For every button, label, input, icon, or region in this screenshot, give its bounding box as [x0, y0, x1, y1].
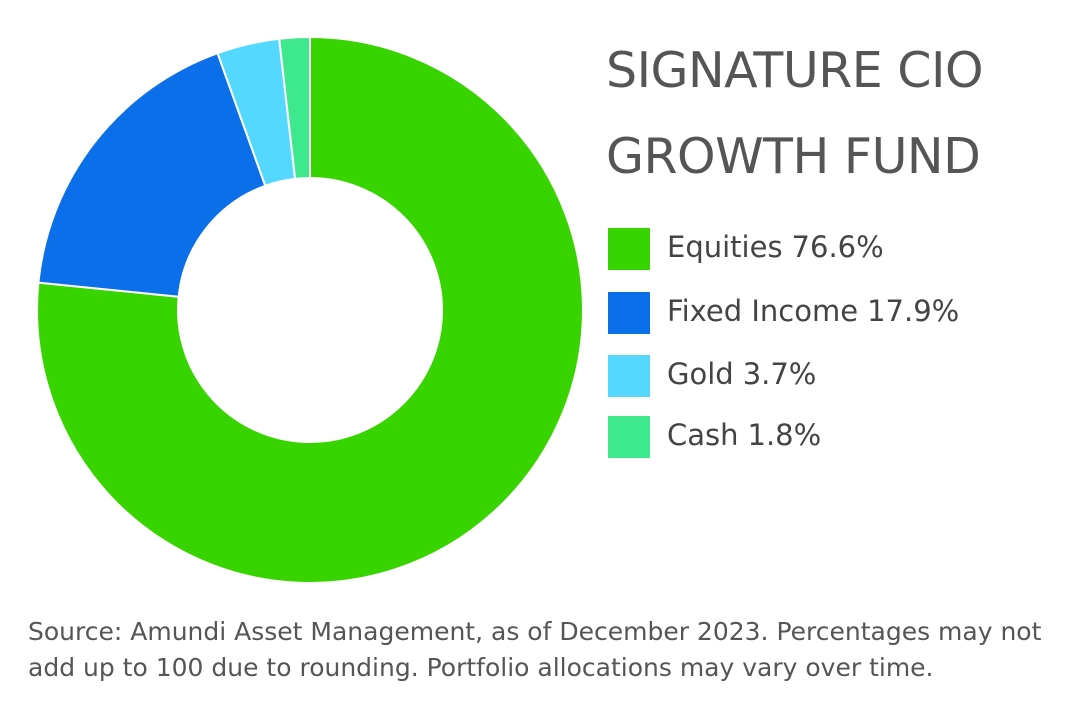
- legend-value: 76.6%: [792, 230, 884, 264]
- donut-slice: [278, 35, 311, 180]
- legend-label: Cash 1.8%: [667, 418, 821, 452]
- donut-slice: [37, 51, 267, 298]
- legend-value: 17.9%: [867, 294, 959, 328]
- chart-title: SIGNATURE CIO GROWTH FUND: [606, 42, 984, 185]
- legend-swatch: [608, 355, 650, 397]
- legend-value: 1.8%: [748, 418, 822, 452]
- legend-category: Equities: [667, 230, 783, 264]
- legend-category: Fixed Income: [667, 294, 858, 328]
- legend-label: Equities 76.6%: [667, 230, 884, 264]
- legend-category: Gold: [667, 357, 734, 391]
- legend-swatch: [608, 416, 650, 458]
- donut-slice: [36, 35, 584, 584]
- legend-label: Fixed Income 17.9%: [667, 294, 959, 328]
- source-note: Source: Amundi Asset Management, as of D…: [28, 617, 1042, 682]
- legend-value: 3.7%: [743, 357, 817, 391]
- legend-swatch: [608, 228, 650, 270]
- legend-category: Cash: [667, 418, 739, 452]
- legend-label: Gold 3.7%: [667, 357, 816, 391]
- legend-swatch: [608, 292, 650, 334]
